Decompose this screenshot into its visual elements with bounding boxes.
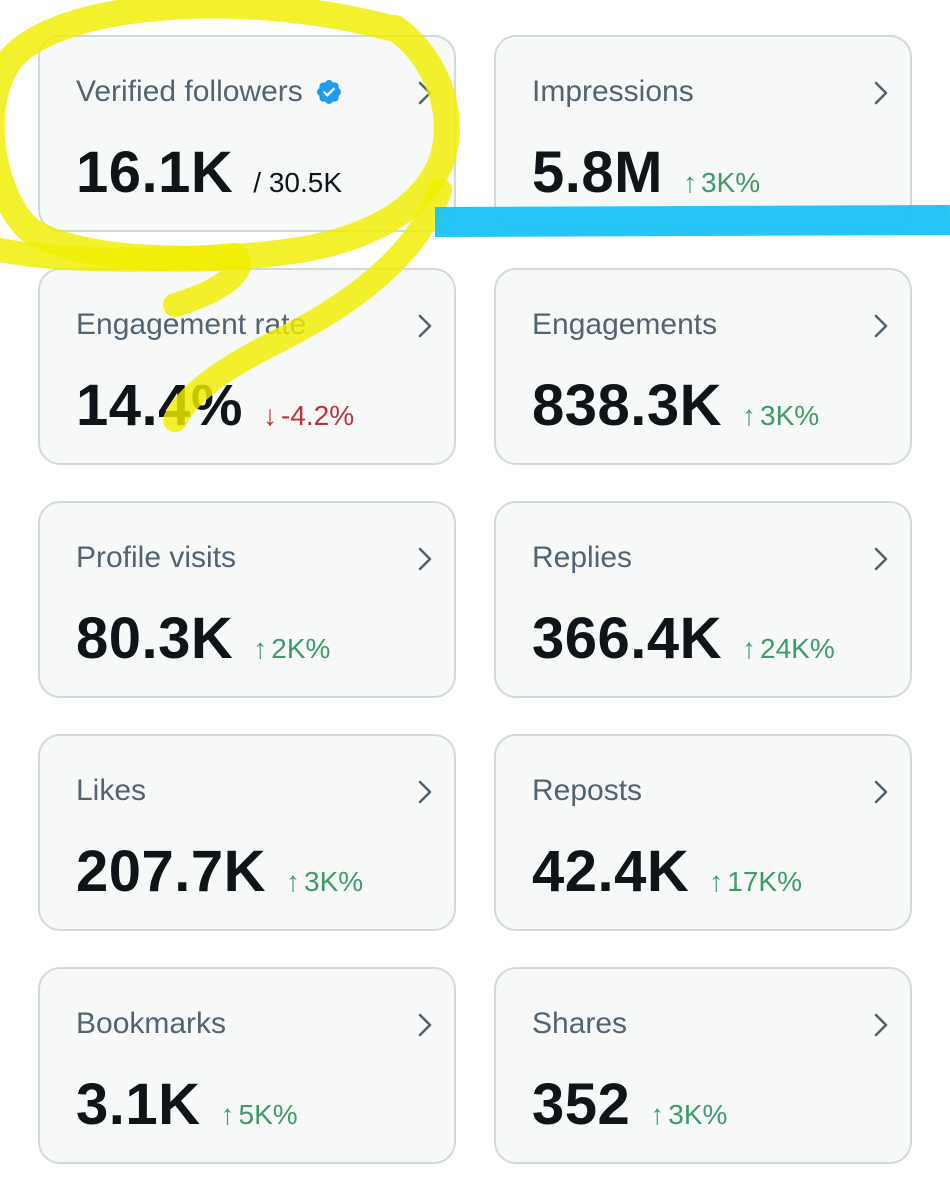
value-row: 80.3K ↑ 2K% (76, 605, 330, 672)
metric-value: 366.4K (532, 606, 723, 671)
change-indicator: ↑ 17K% (709, 866, 802, 898)
change-indicator: ↑ 3K% (286, 866, 363, 898)
chevron-right-icon (418, 547, 432, 571)
card-title: Engagements (532, 308, 717, 342)
value-row: 5.8M ↑ 3K% (532, 139, 760, 206)
card-title: Engagement rate (76, 308, 306, 342)
metric-value: 14.4% (76, 373, 243, 438)
change-value: 24K% (760, 633, 835, 664)
change-indicator: ↑ 2K% (253, 633, 330, 665)
metric-value: 207.7K (76, 839, 267, 904)
change-indicator: ↑ 3K% (742, 400, 819, 432)
verified-followers-card[interactable]: Verified followers 16.1K / 30.5K (38, 35, 456, 232)
metric-value: 16.1K (76, 140, 234, 205)
change-value: 17K% (727, 866, 802, 897)
change-value: 3K% (668, 1099, 728, 1130)
likes-card[interactable]: Likes 207.7K ↑ 3K% (38, 734, 456, 931)
card-title-label: Likes (76, 774, 147, 807)
change-indicator: ↑ 5K% (221, 1099, 298, 1131)
metric-value: 42.4K (532, 839, 690, 904)
impressions-card[interactable]: Impressions 5.8M ↑ 3K% (494, 35, 912, 232)
bookmarks-card[interactable]: Bookmarks 3.1K ↑ 5K% (38, 967, 456, 1164)
arrow-up-icon: ↑ (253, 633, 268, 664)
analytics-card-grid: Verified followers 16.1K / 30.5K Impress… (38, 35, 912, 1164)
value-row: 207.7K ↑ 3K% (76, 838, 363, 905)
change-value: -4.2% (280, 400, 355, 431)
value-row: 3.1K ↑ 5K% (76, 1071, 298, 1138)
profile-visits-card[interactable]: Profile visits 80.3K ↑ 2K% (38, 501, 456, 698)
change-indicator: ↑ 3K% (650, 1099, 727, 1131)
change-indicator: ↑ 24K% (742, 633, 835, 665)
chevron-right-icon (418, 314, 432, 338)
card-title-label: Engagements (532, 308, 718, 341)
card-title: Impressions (532, 75, 694, 109)
card-title-label: Bookmarks (76, 1007, 227, 1040)
card-title-label: Reposts (532, 774, 643, 807)
chevron-right-icon (874, 81, 888, 105)
card-title: Reposts (532, 774, 642, 808)
arrow-up-icon: ↑ (742, 633, 757, 664)
card-title-label: Shares (532, 1007, 628, 1040)
value-row: 352 ↑ 3K% (532, 1071, 727, 1138)
replies-card[interactable]: Replies 366.4K ↑ 24K% (494, 501, 912, 698)
chevron-right-icon (874, 314, 888, 338)
card-title-label: Impressions (532, 75, 694, 108)
arrow-up-icon: ↑ (682, 167, 697, 198)
change-value: 3K% (304, 866, 364, 897)
value-row: 16.1K / 30.5K (76, 139, 342, 206)
arrow-up-icon: ↑ (709, 866, 724, 897)
card-title: Likes (76, 774, 146, 808)
chevron-right-icon (418, 81, 432, 105)
arrow-up-icon: ↑ (650, 1099, 665, 1130)
card-title-label: Verified followers (76, 75, 303, 108)
arrow-up-icon: ↑ (742, 400, 757, 431)
chevron-right-icon (418, 780, 432, 804)
change-value: 5K% (238, 1099, 298, 1130)
card-title-label: Engagement rate (76, 308, 307, 341)
card-title: Verified followers (76, 75, 343, 109)
change-indicator: ↑ 3K% (683, 167, 760, 199)
metric-value: 352 (532, 1072, 631, 1137)
metric-value: 80.3K (76, 606, 234, 671)
card-title: Replies (532, 541, 632, 575)
metric-value: 838.3K (532, 373, 723, 438)
arrow-up-icon: ↑ (286, 866, 301, 897)
change-value: 3K% (760, 400, 820, 431)
arrow-up-icon: ↑ (220, 1099, 235, 1130)
metric-value: 3.1K (76, 1072, 201, 1137)
card-title: Shares (532, 1007, 627, 1041)
card-title-label: Replies (532, 541, 633, 574)
change-value: 3K% (700, 167, 761, 198)
change-value: 2K% (271, 633, 331, 664)
arrow-down-icon: ↓ (262, 400, 277, 431)
value-row: 838.3K ↑ 3K% (532, 372, 819, 439)
change-indicator: ↓ -4.2% (263, 400, 354, 432)
engagement-rate-card[interactable]: Engagement rate 14.4% ↓ -4.2% (38, 268, 456, 465)
card-title: Profile visits (76, 541, 236, 575)
chevron-right-icon (418, 1013, 432, 1037)
value-row: 14.4% ↓ -4.2% (76, 372, 354, 439)
value-row: 366.4K ↑ 24K% (532, 605, 835, 672)
card-title: Bookmarks (76, 1007, 226, 1041)
chevron-right-icon (874, 780, 888, 804)
engagements-card[interactable]: Engagements 838.3K ↑ 3K% (494, 268, 912, 465)
card-title-label: Profile visits (76, 541, 237, 574)
reposts-card[interactable]: Reposts 42.4K ↑ 17K% (494, 734, 912, 931)
metric-total: / 30.5K (253, 167, 343, 198)
metric-value: 5.8M (532, 140, 663, 205)
chevron-right-icon (874, 547, 888, 571)
verified-badge-icon (315, 78, 343, 106)
shares-card[interactable]: Shares 352 ↑ 3K% (494, 967, 912, 1164)
chevron-right-icon (874, 1013, 888, 1037)
value-row: 42.4K ↑ 17K% (532, 838, 802, 905)
